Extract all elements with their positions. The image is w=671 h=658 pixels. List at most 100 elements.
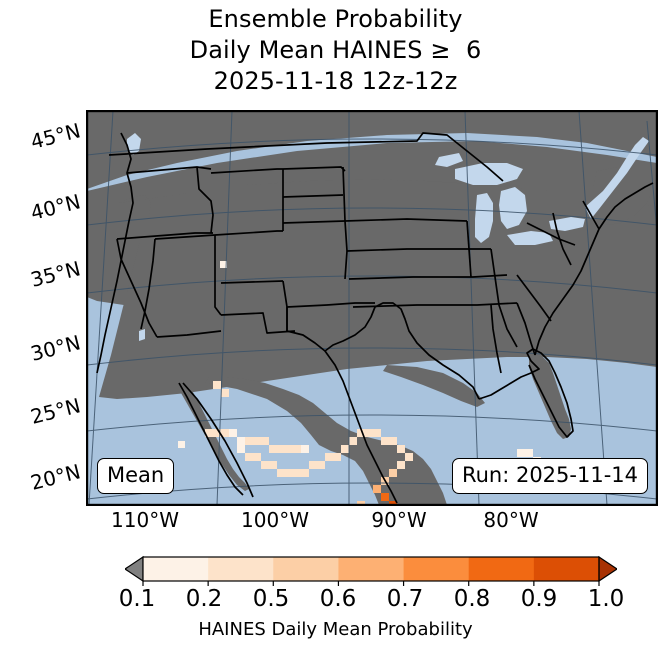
colorbar-over-arrow — [598, 555, 617, 583]
colorbar-graphic — [125, 555, 617, 586]
lakes-layer — [127, 133, 649, 341]
colorbar-segment-0 — [143, 557, 209, 581]
colorbar-segments — [125, 555, 617, 586]
borders-layer — [96, 132, 654, 504]
probability-cell — [333, 453, 341, 461]
colorbar-segment-6 — [533, 557, 600, 581]
state-border-ne-3 — [582, 200, 600, 230]
probability-cell — [253, 437, 261, 445]
state-border-wy-mt — [210, 168, 283, 174]
state-border-co-wy — [214, 230, 283, 236]
northeast-land — [593, 167, 653, 225]
meridian-120w — [88, 111, 114, 505]
lon-tick-80w: 80°W — [483, 508, 539, 532]
atlantic-coastline — [534, 182, 654, 356]
probability-cell — [389, 469, 397, 477]
map-panel[interactable]: Mean Run: 2025-11-14 — [86, 110, 658, 506]
lon-tick-90w: 90°W — [371, 508, 427, 532]
parallel-35n — [87, 275, 657, 294]
probability-cell — [253, 453, 261, 461]
map-border — [87, 111, 657, 505]
probability-cell — [261, 437, 269, 445]
colorbar-tick-7: 1.0 — [587, 586, 625, 612]
probability-cell — [349, 437, 357, 445]
colorbar-tick-1: 0.2 — [185, 586, 223, 612]
probability-cell — [229, 429, 237, 437]
probability-cell — [357, 501, 365, 505]
probability-cell — [397, 445, 405, 453]
title-line-2: Daily Mean HAINES ≥ 6 — [189, 36, 482, 64]
baja-outline — [178, 382, 244, 496]
meridian-110w — [216, 111, 233, 505]
parallel-30n — [87, 347, 657, 366]
colorbar-tick-4: 0.7 — [386, 586, 424, 612]
state-border-ut-az — [154, 234, 216, 240]
colorbar-segment-2 — [273, 557, 339, 581]
colorbar-segment-4 — [403, 557, 470, 581]
probability-cell — [397, 461, 405, 469]
state-border-co-nm — [220, 280, 284, 284]
probability-cell — [357, 429, 365, 437]
probability-cell — [213, 381, 221, 389]
great-lakes-misc-west — [435, 153, 463, 167]
colorbar-axis-label: HAINES Daily Mean Probability — [198, 619, 473, 640]
state-border-plains-east — [342, 166, 348, 280]
mexico-landmass — [205, 377, 447, 505]
lake-ontario — [549, 217, 585, 231]
state-border-nd-sd — [282, 194, 344, 198]
probability-cell — [341, 445, 349, 453]
gulf-coastline — [478, 348, 574, 438]
state-border-ne-2 — [552, 212, 572, 266]
canada-landmass — [87, 111, 657, 189]
state-border-sd-ne — [282, 220, 346, 224]
state-border-se-3 — [490, 304, 502, 374]
probability-cell — [405, 453, 413, 461]
probability-cell — [237, 437, 245, 445]
title-line-3: 2025-11-18 12z-12z — [213, 67, 458, 95]
state-border-ne-1 — [526, 222, 576, 246]
parallel-45n — [87, 138, 657, 156]
state-border-se-4 — [516, 274, 552, 322]
lon-tick-110w: 110°W — [111, 508, 179, 532]
texas-north-border — [286, 302, 375, 308]
colorbar-tick-6: 0.9 — [520, 586, 558, 612]
lake-superior — [455, 163, 523, 185]
probability-cell — [221, 389, 229, 397]
state-border-midwest-2 — [346, 248, 491, 252]
probability-cell — [221, 429, 229, 437]
probability-cell — [277, 469, 285, 477]
probability-cell — [317, 461, 325, 469]
meridian-70w — [646, 120, 657, 232]
colorbar[interactable] — [125, 553, 617, 591]
lat-tick-20n: 20°N — [28, 459, 83, 495]
probability-cell — [325, 453, 333, 461]
mexico-east-coast — [324, 350, 398, 504]
lon-tick-100w: 100°W — [241, 508, 309, 532]
probability-cell — [213, 429, 221, 437]
probability-cell — [389, 501, 397, 505]
texas-border — [286, 302, 480, 400]
colorbar-tick-3: 0.6 — [319, 586, 357, 612]
colorbar-tick-5: 0.8 — [453, 586, 491, 612]
salton-sea — [139, 329, 145, 341]
lat-tick-25n: 25°N — [28, 393, 83, 429]
state-border-az-south — [156, 330, 222, 338]
lake-huron — [499, 187, 527, 229]
probability-cell — [269, 461, 277, 469]
florida-peninsula — [529, 355, 571, 439]
colorbar-segment-5 — [468, 557, 535, 581]
state-border-midwest-1 — [344, 218, 468, 222]
probability-cell — [285, 445, 293, 453]
lake-erie — [507, 231, 553, 245]
probability-cell — [525, 449, 533, 457]
meridian-80w — [578, 111, 608, 505]
colorbar-segment-1 — [208, 557, 274, 581]
probability-cell — [381, 437, 389, 445]
lat-tick-35n: 35°N — [28, 256, 83, 292]
lat-tick-45n: 45°N — [28, 118, 83, 154]
state-border-nm-south — [220, 312, 296, 334]
colorbar-tick-labels: 0.1 0.2 0.5 0.6 0.7 0.8 0.9 1.0 — [86, 586, 671, 616]
figure-title: Ensemble Probability Daily Mean HAINES ≥… — [0, 4, 671, 97]
probability-cell — [178, 441, 185, 448]
parallel-40n — [87, 207, 657, 226]
